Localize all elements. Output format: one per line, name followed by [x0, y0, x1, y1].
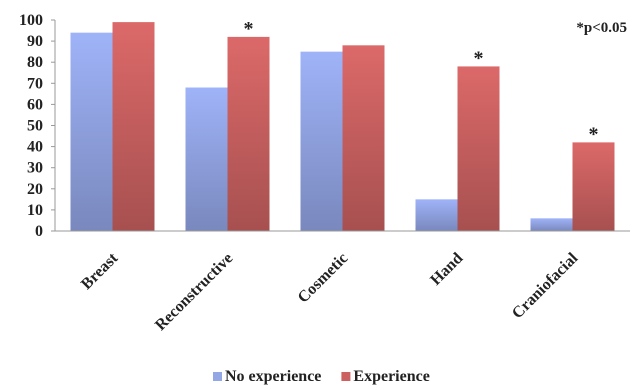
significance-markers: * * *: [244, 18, 599, 146]
legend: No experience Experience: [213, 368, 430, 385]
bar-experience-breast: [112, 22, 155, 231]
x-tick-label: Craniofacial: [509, 249, 582, 322]
bar-no-experience-reconstructive: [185, 87, 228, 232]
bar-experience-craniofacial: [572, 142, 615, 231]
legend-label: No experience: [225, 368, 321, 385]
bar-experience-reconstructive: [227, 36, 270, 231]
bar-no-experience-breast: [70, 32, 113, 231]
y-tick-label: 100: [19, 12, 43, 29]
significance-star: *: [589, 123, 599, 145]
y-axis-ticks: 0 10 20 30 40 50 60 70 80 90 100: [19, 12, 55, 240]
x-tick-label: Hand: [427, 250, 466, 289]
bar-no-experience-hand: [415, 199, 458, 231]
bar-no-experience-craniofacial: [530, 218, 573, 231]
y-tick-label: 70: [27, 75, 43, 92]
legend-swatch: [341, 372, 351, 381]
bars: [70, 22, 615, 232]
significance-star: *: [474, 47, 484, 69]
bar-experience-cosmetic: [342, 45, 385, 231]
y-tick-label: 20: [27, 181, 43, 198]
y-tick-label: 40: [27, 139, 43, 156]
x-tick-label: Reconstructive: [152, 250, 236, 334]
bar-no-experience-cosmetic: [300, 51, 343, 232]
y-tick-label: 30: [27, 160, 43, 177]
significance-star: *: [244, 18, 254, 40]
y-tick-label: 90: [27, 33, 43, 50]
significance-note: *p<0.05: [576, 20, 627, 36]
y-tick-label: 0: [35, 223, 43, 240]
y-tick-label: 60: [27, 96, 43, 113]
x-tick-label: Breast: [78, 249, 122, 293]
bar-experience-hand: [457, 66, 500, 231]
x-tick-label: Cosmetic: [295, 250, 352, 307]
x-axis-labels: Breast Reconstructive Cosmetic Hand Craniofa…: [78, 249, 582, 334]
y-tick-label: 80: [27, 54, 43, 71]
y-tick-label: 50: [27, 118, 43, 135]
y-tick-label: 10: [27, 202, 43, 219]
legend-swatch: [213, 372, 222, 381]
legend-label: Experience: [353, 368, 429, 385]
